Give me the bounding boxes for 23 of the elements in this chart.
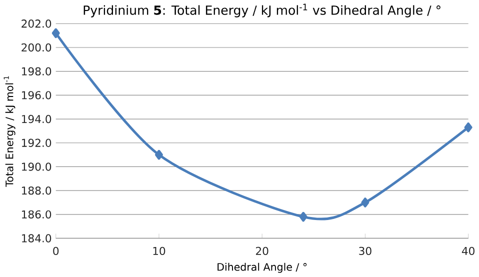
x-tick-label: 40 [462,247,474,256]
y-tick-label: 188.0 [22,186,52,195]
y-tick-label: 184.0 [22,234,52,243]
point [299,212,308,222]
y-tick-label: 194.0 [22,115,52,124]
x-tick-label: 10 [153,247,166,256]
y-tick-label: 186.0 [22,210,52,219]
point [52,28,60,38]
x-tick-label: 20 [256,247,268,256]
x-tick-label: 0 [53,247,59,256]
chart-title: Pyridinium 5: Total Energy / kJ mol$^{-1}$ vs Dihedral Angle / ° [84,4,440,18]
y-tick-label: 200.0 [22,44,52,52]
point [464,122,472,132]
y-tick-label: 196.0 [22,91,52,100]
y-axis-title: Total Energy / kJ mol$^{-1}$ [4,76,16,188]
point [361,198,370,208]
y-tick-label: 190.0 [22,162,52,172]
x-axis-title: Dihedral Angle / ° [218,263,307,273]
y-tick-label: 198.0 [22,67,52,76]
x-tick-label: 30 [359,247,372,256]
y-tick-label: 192.0 [22,138,52,148]
y-tick-label: 202.0 [22,20,52,28]
point [154,150,163,160]
